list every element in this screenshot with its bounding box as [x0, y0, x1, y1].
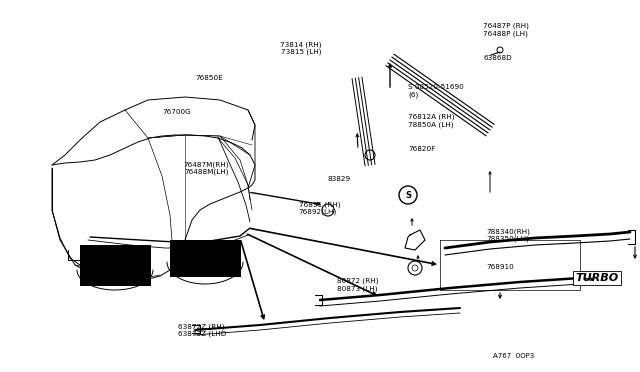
Text: 76850E: 76850E	[195, 75, 223, 81]
Text: TURBO: TURBO	[575, 273, 619, 283]
Text: 768910: 768910	[486, 264, 514, 270]
Text: 76487P (RH)
76488P (LH): 76487P (RH) 76488P (LH)	[483, 23, 529, 37]
Text: 76700G: 76700G	[162, 109, 191, 115]
Text: A767  0OP3: A767 0OP3	[493, 353, 534, 359]
Circle shape	[322, 204, 334, 216]
Text: 76487M(RH)
76488M(LH): 76487M(RH) 76488M(LH)	[184, 161, 229, 175]
Text: S 08520-51690
(6): S 08520-51690 (6)	[408, 84, 464, 98]
Text: 83829: 83829	[328, 176, 351, 182]
Text: 76812A (RH)
78850A (LH): 76812A (RH) 78850A (LH)	[408, 114, 455, 128]
Circle shape	[365, 150, 375, 160]
Text: 73814 (RH)
73815 (LH): 73814 (RH) 73815 (LH)	[280, 41, 321, 55]
Text: 63868D: 63868D	[483, 55, 512, 61]
Text: 788340(RH)
788350(LH): 788340(RH) 788350(LH)	[486, 228, 531, 242]
Circle shape	[408, 261, 422, 275]
Text: 63872Z (RH)
63873Z (LHD: 63872Z (RH) 63873Z (LHD	[178, 323, 227, 337]
Text: 80872 (RH)
80873 (LH): 80872 (RH) 80873 (LH)	[337, 278, 379, 292]
Text: 76820F: 76820F	[408, 146, 436, 152]
Circle shape	[399, 186, 417, 204]
Text: S: S	[405, 190, 411, 199]
Circle shape	[497, 47, 503, 53]
Text: 76891 (RH)
76892(LH): 76891 (RH) 76892(LH)	[299, 201, 340, 215]
